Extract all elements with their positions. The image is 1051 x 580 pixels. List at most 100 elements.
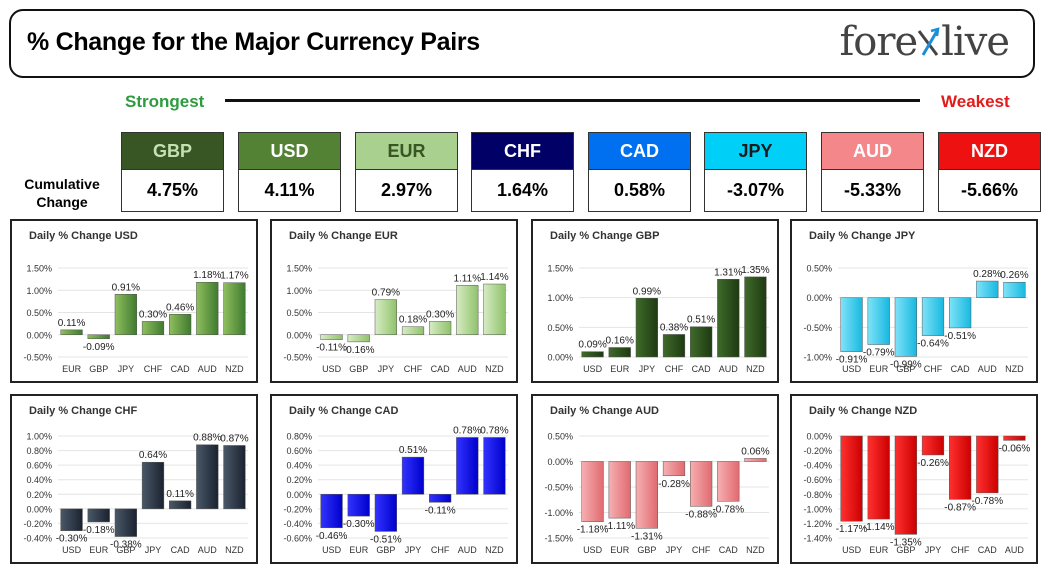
bar-nzd <box>744 458 767 462</box>
bar-gbp <box>87 334 110 340</box>
currency-box-2: EUR 2.97% <box>355 132 458 212</box>
x-tick-label: JPY <box>405 545 422 555</box>
currency-box-0: GBP 4.75% <box>121 132 224 212</box>
data-label: 0.78% <box>453 425 481 436</box>
x-tick-label: CHF <box>951 545 970 555</box>
y-tick-label: 0.50% <box>547 432 573 442</box>
y-tick-label: -0.50% <box>23 353 52 363</box>
currency-value: 2.97% <box>355 170 458 212</box>
data-label: -1.18% <box>577 525 609 536</box>
forexlive-logo: fore live <box>839 19 1010 65</box>
bar-jpy <box>635 298 658 358</box>
bar-nzd <box>1003 281 1026 298</box>
x-tick-label: NZD <box>1005 364 1024 374</box>
data-label: -0.87% <box>944 502 976 513</box>
x-tick-label: USD <box>322 545 342 555</box>
cumulative-label-line1: Cumulative <box>24 176 100 192</box>
bar-usd <box>581 351 604 358</box>
data-label: 0.87% <box>220 433 248 444</box>
data-label: 0.18% <box>399 315 427 326</box>
data-label: -1.14% <box>863 522 895 533</box>
bar-jpy <box>141 461 165 510</box>
x-tick-label: CAD <box>171 545 191 555</box>
y-tick-label: -1.50% <box>544 534 573 544</box>
y-tick-label: 0.00% <box>286 330 312 340</box>
data-label: 0.79% <box>372 288 400 299</box>
x-tick-label: JPY <box>118 364 135 374</box>
data-label: 0.38% <box>660 322 688 333</box>
x-tick-label: JPY <box>639 364 656 374</box>
bar-eur <box>608 461 631 519</box>
bar-gbp <box>894 435 917 535</box>
data-label: -0.64% <box>917 339 949 350</box>
y-tick-label: 0.50% <box>286 308 312 318</box>
currency-name: EUR <box>355 132 458 170</box>
data-label: -0.51% <box>944 331 976 342</box>
bar-cad <box>690 326 713 358</box>
bar-aud <box>196 281 219 335</box>
bar-gbp <box>114 508 137 537</box>
bar-gbp <box>894 297 917 357</box>
y-tick-label: -1.40% <box>803 534 832 544</box>
data-label: 0.46% <box>166 302 194 313</box>
y-tick-label: -0.20% <box>803 446 832 456</box>
x-tick-label: USD <box>842 364 862 374</box>
bar-cad <box>169 314 192 335</box>
x-tick-label: AUD <box>719 364 739 374</box>
bar-chf <box>690 461 713 507</box>
y-tick-label: 0.00% <box>286 490 312 500</box>
bar-chf <box>141 321 165 336</box>
x-tick-label: CAD <box>951 364 971 374</box>
y-tick-label: 0.00% <box>547 353 573 363</box>
y-tick-label: -1.20% <box>803 519 832 529</box>
bar-jpy <box>662 461 686 477</box>
y-tick-label: 1.50% <box>547 264 573 274</box>
bar-usd <box>581 461 604 522</box>
x-tick-label: NZD <box>746 364 765 374</box>
y-tick-label: 1.00% <box>26 286 52 296</box>
x-tick-label: NZD <box>225 364 244 374</box>
y-tick-label: 0.40% <box>26 475 52 485</box>
data-label: -0.79% <box>863 348 895 359</box>
y-tick-label: -1.00% <box>803 353 832 363</box>
x-tick-label: EUR <box>610 545 630 555</box>
y-tick-label: -0.50% <box>803 323 832 333</box>
chart-svg-gbp: Daily % Change GBP 1.50% 1.00% 0.50% 0.00% 0.… <box>547 230 769 374</box>
x-tick-label: EUR <box>869 364 889 374</box>
x-tick-label: GBP <box>896 545 915 555</box>
data-label: -0.09% <box>83 342 115 353</box>
chart-title: Daily % Change EUR <box>289 230 398 242</box>
currency-value: -5.33% <box>821 170 924 212</box>
data-label: 1.17% <box>220 271 248 282</box>
chart-panel-jpy: Daily % Change JPY 0.50% 0.00% -0.50% -1.00%… <box>790 219 1038 383</box>
data-label: 1.14% <box>480 272 508 283</box>
x-tick-label: CHF <box>692 545 711 555</box>
currency-name: NZD <box>938 132 1041 170</box>
bar-eur <box>867 297 890 345</box>
data-label: 0.99% <box>633 286 661 297</box>
data-label: -0.30% <box>343 519 375 530</box>
data-label: 0.91% <box>112 282 140 293</box>
x-tick-label: NZD <box>225 545 244 555</box>
x-tick-label: AUD <box>198 545 218 555</box>
chart-panel-usd: Daily % Change USD 1.50% 1.00% 0.50% 0.00% -0… <box>10 219 258 383</box>
bar-cad <box>169 500 192 510</box>
y-tick-label: 0.00% <box>806 432 832 442</box>
bar-nzd <box>483 283 506 335</box>
bar-chf <box>429 494 452 503</box>
x-tick-label: AUD <box>198 364 218 374</box>
x-tick-label: CHF <box>144 364 163 374</box>
x-tick-label: GBP <box>89 364 108 374</box>
y-tick-label: 0.00% <box>547 457 573 467</box>
cumulative-label-line2: Change <box>36 194 88 210</box>
chart-svg-chf: Daily % Change CHF 1.00% 0.80% 0.60% 0.40% 0.… <box>23 405 248 555</box>
data-label: 0.26% <box>1000 270 1028 281</box>
logo-text-left: fore <box>839 19 918 65</box>
data-label: -1.35% <box>890 537 922 548</box>
data-label: 0.28% <box>973 269 1001 280</box>
data-label: 0.30% <box>426 309 454 320</box>
x-tick-label: NZD <box>485 364 504 374</box>
bar-usd <box>60 508 83 531</box>
currency-name: AUD <box>821 132 924 170</box>
bar-usd <box>320 334 343 340</box>
